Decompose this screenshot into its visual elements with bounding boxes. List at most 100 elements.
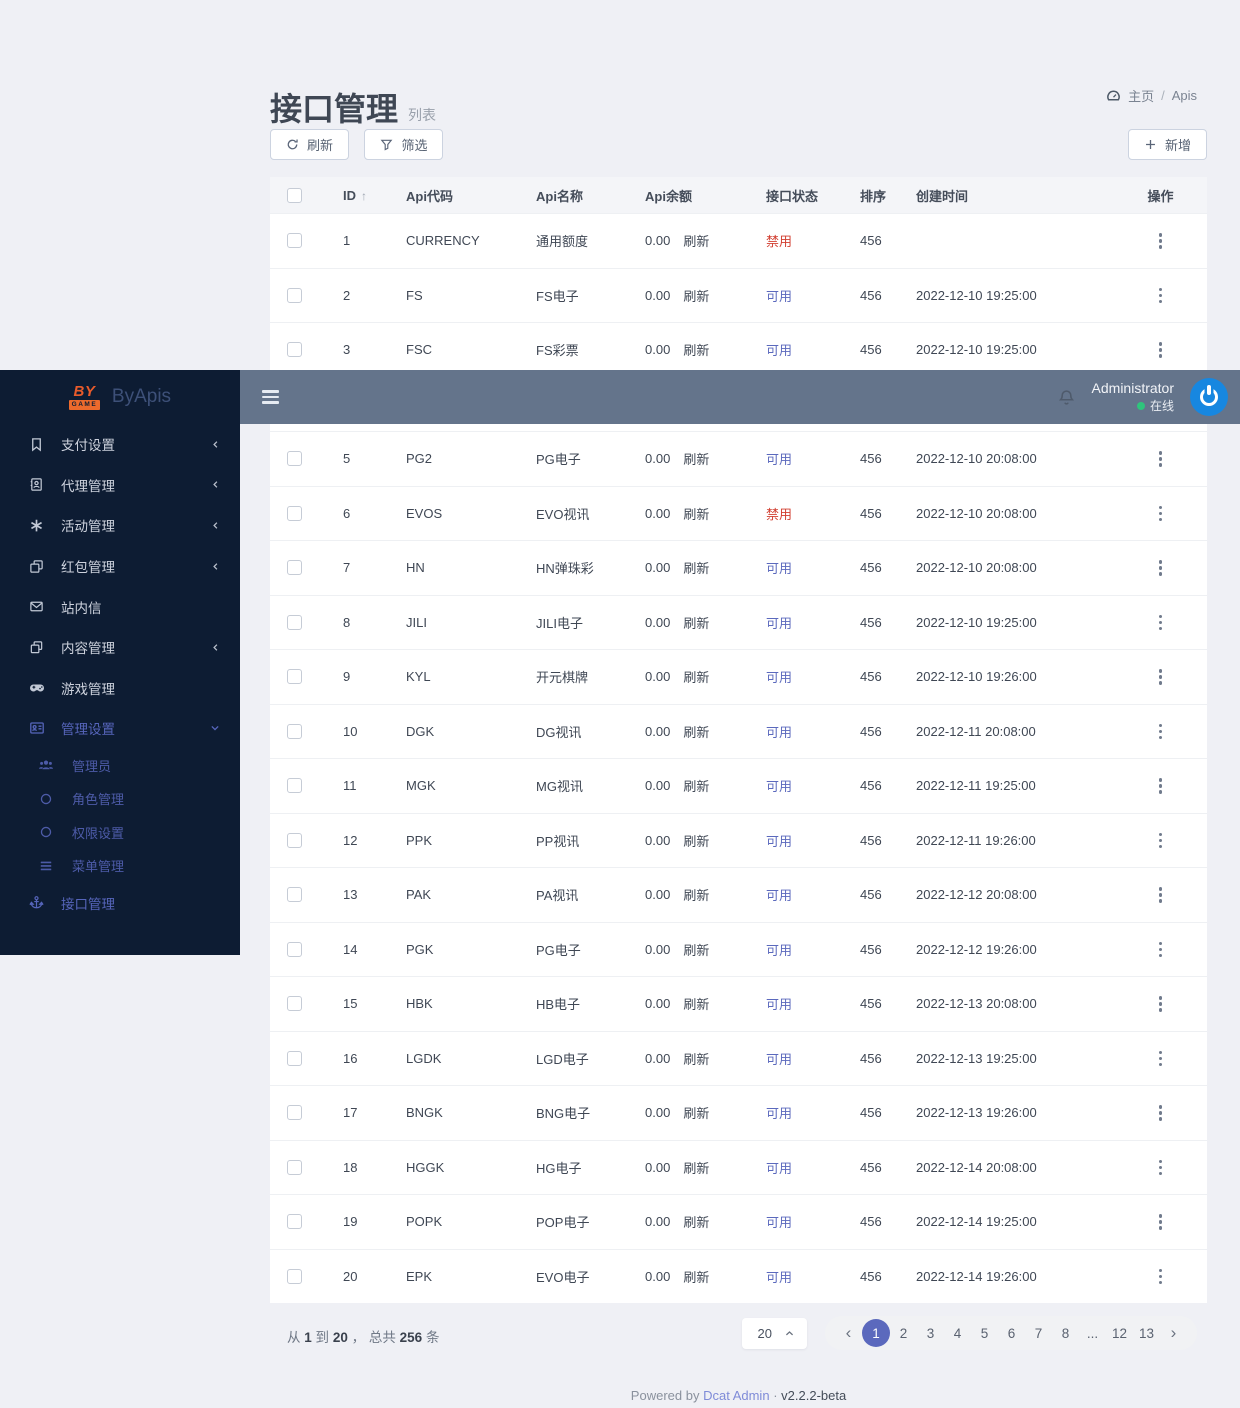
row-checkbox[interactable] (286, 669, 302, 685)
row-actions-icon[interactable] (1155, 229, 1167, 253)
row-actions-icon[interactable] (1155, 992, 1167, 1016)
page-number-button[interactable]: 2 (899, 1325, 908, 1341)
row-actions-icon[interactable] (1155, 665, 1167, 689)
balance-refresh-link[interactable]: 刷新 (683, 888, 710, 904)
online-status-dot (1136, 401, 1145, 410)
row-checkbox[interactable] (286, 778, 302, 794)
per-page-select[interactable]: 20 (741, 1317, 807, 1349)
balance-refresh-link[interactable]: 刷新 (683, 1160, 710, 1176)
avatar[interactable] (1190, 378, 1228, 416)
user-menu[interactable]: Administrator 在线 (1092, 380, 1174, 414)
balance-refresh-link[interactable]: 刷新 (683, 452, 710, 468)
sidebar-item-activity-management[interactable]: 活动管理 (0, 505, 240, 546)
row-checkbox[interactable] (286, 941, 302, 957)
breadcrumb-home-link[interactable]: 主页 (1128, 89, 1155, 104)
row-checkbox[interactable] (286, 287, 302, 303)
row-actions-icon[interactable] (1155, 829, 1167, 853)
balance-refresh-link[interactable]: 刷新 (683, 343, 710, 359)
top-navbar: Administrator 在线 (240, 370, 1240, 424)
balance-refresh-link[interactable]: 刷新 (683, 779, 710, 795)
page-number-button[interactable]: 1 (862, 1319, 890, 1347)
cell-api-code: KYL (406, 669, 431, 685)
row-checkbox[interactable] (286, 1268, 302, 1284)
sidebar-item-admin-settings[interactable]: 管理设置 (0, 708, 240, 749)
balance-refresh-link[interactable]: 刷新 (683, 615, 710, 631)
row-actions-icon[interactable] (1155, 1156, 1167, 1180)
page-number-button[interactable]: 7 (1034, 1325, 1043, 1341)
sidebar-item-game-management[interactable]: 游戏管理 (0, 668, 240, 709)
row-checkbox[interactable] (286, 1159, 302, 1175)
balance-refresh-link[interactable]: 刷新 (683, 1051, 710, 1067)
row-checkbox[interactable] (286, 342, 302, 358)
refresh-button[interactable]: 刷新 (270, 129, 350, 160)
sidebar-item-permission-settings[interactable]: 权限设置 (0, 816, 240, 849)
balance-refresh-link[interactable]: 刷新 (683, 561, 710, 577)
sidebar-item-agent-management[interactable]: 代理管理 (0, 465, 240, 506)
notifications-bell-icon[interactable] (1057, 388, 1076, 407)
row-actions-icon[interactable] (1155, 611, 1167, 635)
filter-button[interactable]: 筛选 (364, 129, 444, 160)
next-page-button[interactable]: › (1170, 1323, 1177, 1342)
select-all-checkbox[interactable] (286, 187, 302, 203)
balance-refresh-link[interactable]: 刷新 (683, 997, 710, 1013)
page-number-button[interactable]: 8 (1061, 1325, 1070, 1341)
sidebar-item-redpacket-management[interactable]: 红包管理 (0, 546, 240, 587)
row-checkbox[interactable] (286, 1105, 302, 1121)
row-actions-icon[interactable] (1155, 1101, 1167, 1125)
row-checkbox[interactable] (286, 832, 302, 848)
add-button[interactable]: 新增 (1127, 129, 1207, 160)
row-checkbox[interactable] (286, 1050, 302, 1066)
row-checkbox[interactable] (286, 1214, 302, 1230)
page-number-button[interactable]: 6 (1007, 1325, 1016, 1341)
row-actions-icon[interactable] (1155, 1210, 1167, 1234)
balance-refresh-link[interactable]: 刷新 (683, 724, 710, 740)
sidebar-item-administrators[interactable]: 管理员 (0, 749, 240, 782)
row-actions-icon[interactable] (1155, 502, 1167, 526)
row-actions-icon[interactable] (1155, 938, 1167, 962)
row-checkbox[interactable] (286, 233, 302, 249)
page-number-button[interactable]: 5 (980, 1325, 989, 1341)
sidebar-item-payment-settings[interactable]: 支付设置 (0, 424, 240, 465)
sidebar-item-site-messages[interactable]: 站内信 (0, 586, 240, 627)
page-number-button[interactable]: 3 (926, 1325, 935, 1341)
balance-refresh-link[interactable]: 刷新 (683, 1106, 710, 1122)
balance-refresh-link[interactable]: 刷新 (683, 670, 710, 686)
cell-api-name: 开元棋牌 (536, 670, 589, 686)
page-number-button[interactable]: 12 (1111, 1325, 1128, 1341)
sidebar-item-content-management[interactable]: 内容管理 (0, 627, 240, 668)
row-actions-icon[interactable] (1155, 338, 1167, 362)
row-actions-icon[interactable] (1155, 883, 1167, 907)
balance-refresh-link[interactable]: 刷新 (683, 234, 710, 250)
row-checkbox[interactable] (286, 887, 302, 903)
sidebar-item-role-management[interactable]: 角色管理 (0, 782, 240, 815)
prev-page-button[interactable]: ‹ (845, 1323, 852, 1342)
balance-refresh-link[interactable]: 刷新 (683, 1269, 710, 1285)
balance-refresh-link[interactable]: 刷新 (683, 506, 710, 522)
balance-refresh-link[interactable]: 刷新 (683, 833, 710, 849)
sidebar-item-menu-management[interactable]: 菜单管理 (0, 849, 240, 882)
row-actions-icon[interactable] (1155, 720, 1167, 744)
header-id[interactable]: ID ↑ (343, 187, 367, 203)
balance-refresh-link[interactable]: 刷新 (683, 1215, 710, 1231)
row-actions-icon[interactable] (1155, 556, 1167, 580)
row-checkbox[interactable] (286, 996, 302, 1012)
row-checkbox[interactable] (286, 505, 302, 521)
sidebar-toggle-icon[interactable] (258, 386, 283, 408)
row-checkbox[interactable] (286, 723, 302, 739)
balance-refresh-link[interactable]: 刷新 (683, 288, 710, 304)
sidebar-item-api-management[interactable]: 接口管理 (0, 882, 240, 923)
row-checkbox[interactable] (286, 614, 302, 630)
dcat-admin-link[interactable]: Dcat Admin (703, 1388, 770, 1403)
row-checkbox[interactable] (286, 451, 302, 467)
row-actions-icon[interactable] (1155, 284, 1167, 308)
page-number-button[interactable]: 13 (1138, 1325, 1155, 1341)
brand[interactable]: BY GAME ByApis (0, 370, 240, 424)
row-actions-icon[interactable] (1155, 1047, 1167, 1071)
page-number-button[interactable]: ... (1086, 1325, 1099, 1341)
balance-refresh-link[interactable]: 刷新 (683, 942, 710, 958)
row-checkbox[interactable] (286, 560, 302, 576)
row-actions-icon[interactable] (1155, 774, 1167, 798)
page-number-button[interactable]: 4 (953, 1325, 962, 1341)
row-actions-icon[interactable] (1155, 1265, 1167, 1289)
row-actions-icon[interactable] (1155, 447, 1167, 471)
